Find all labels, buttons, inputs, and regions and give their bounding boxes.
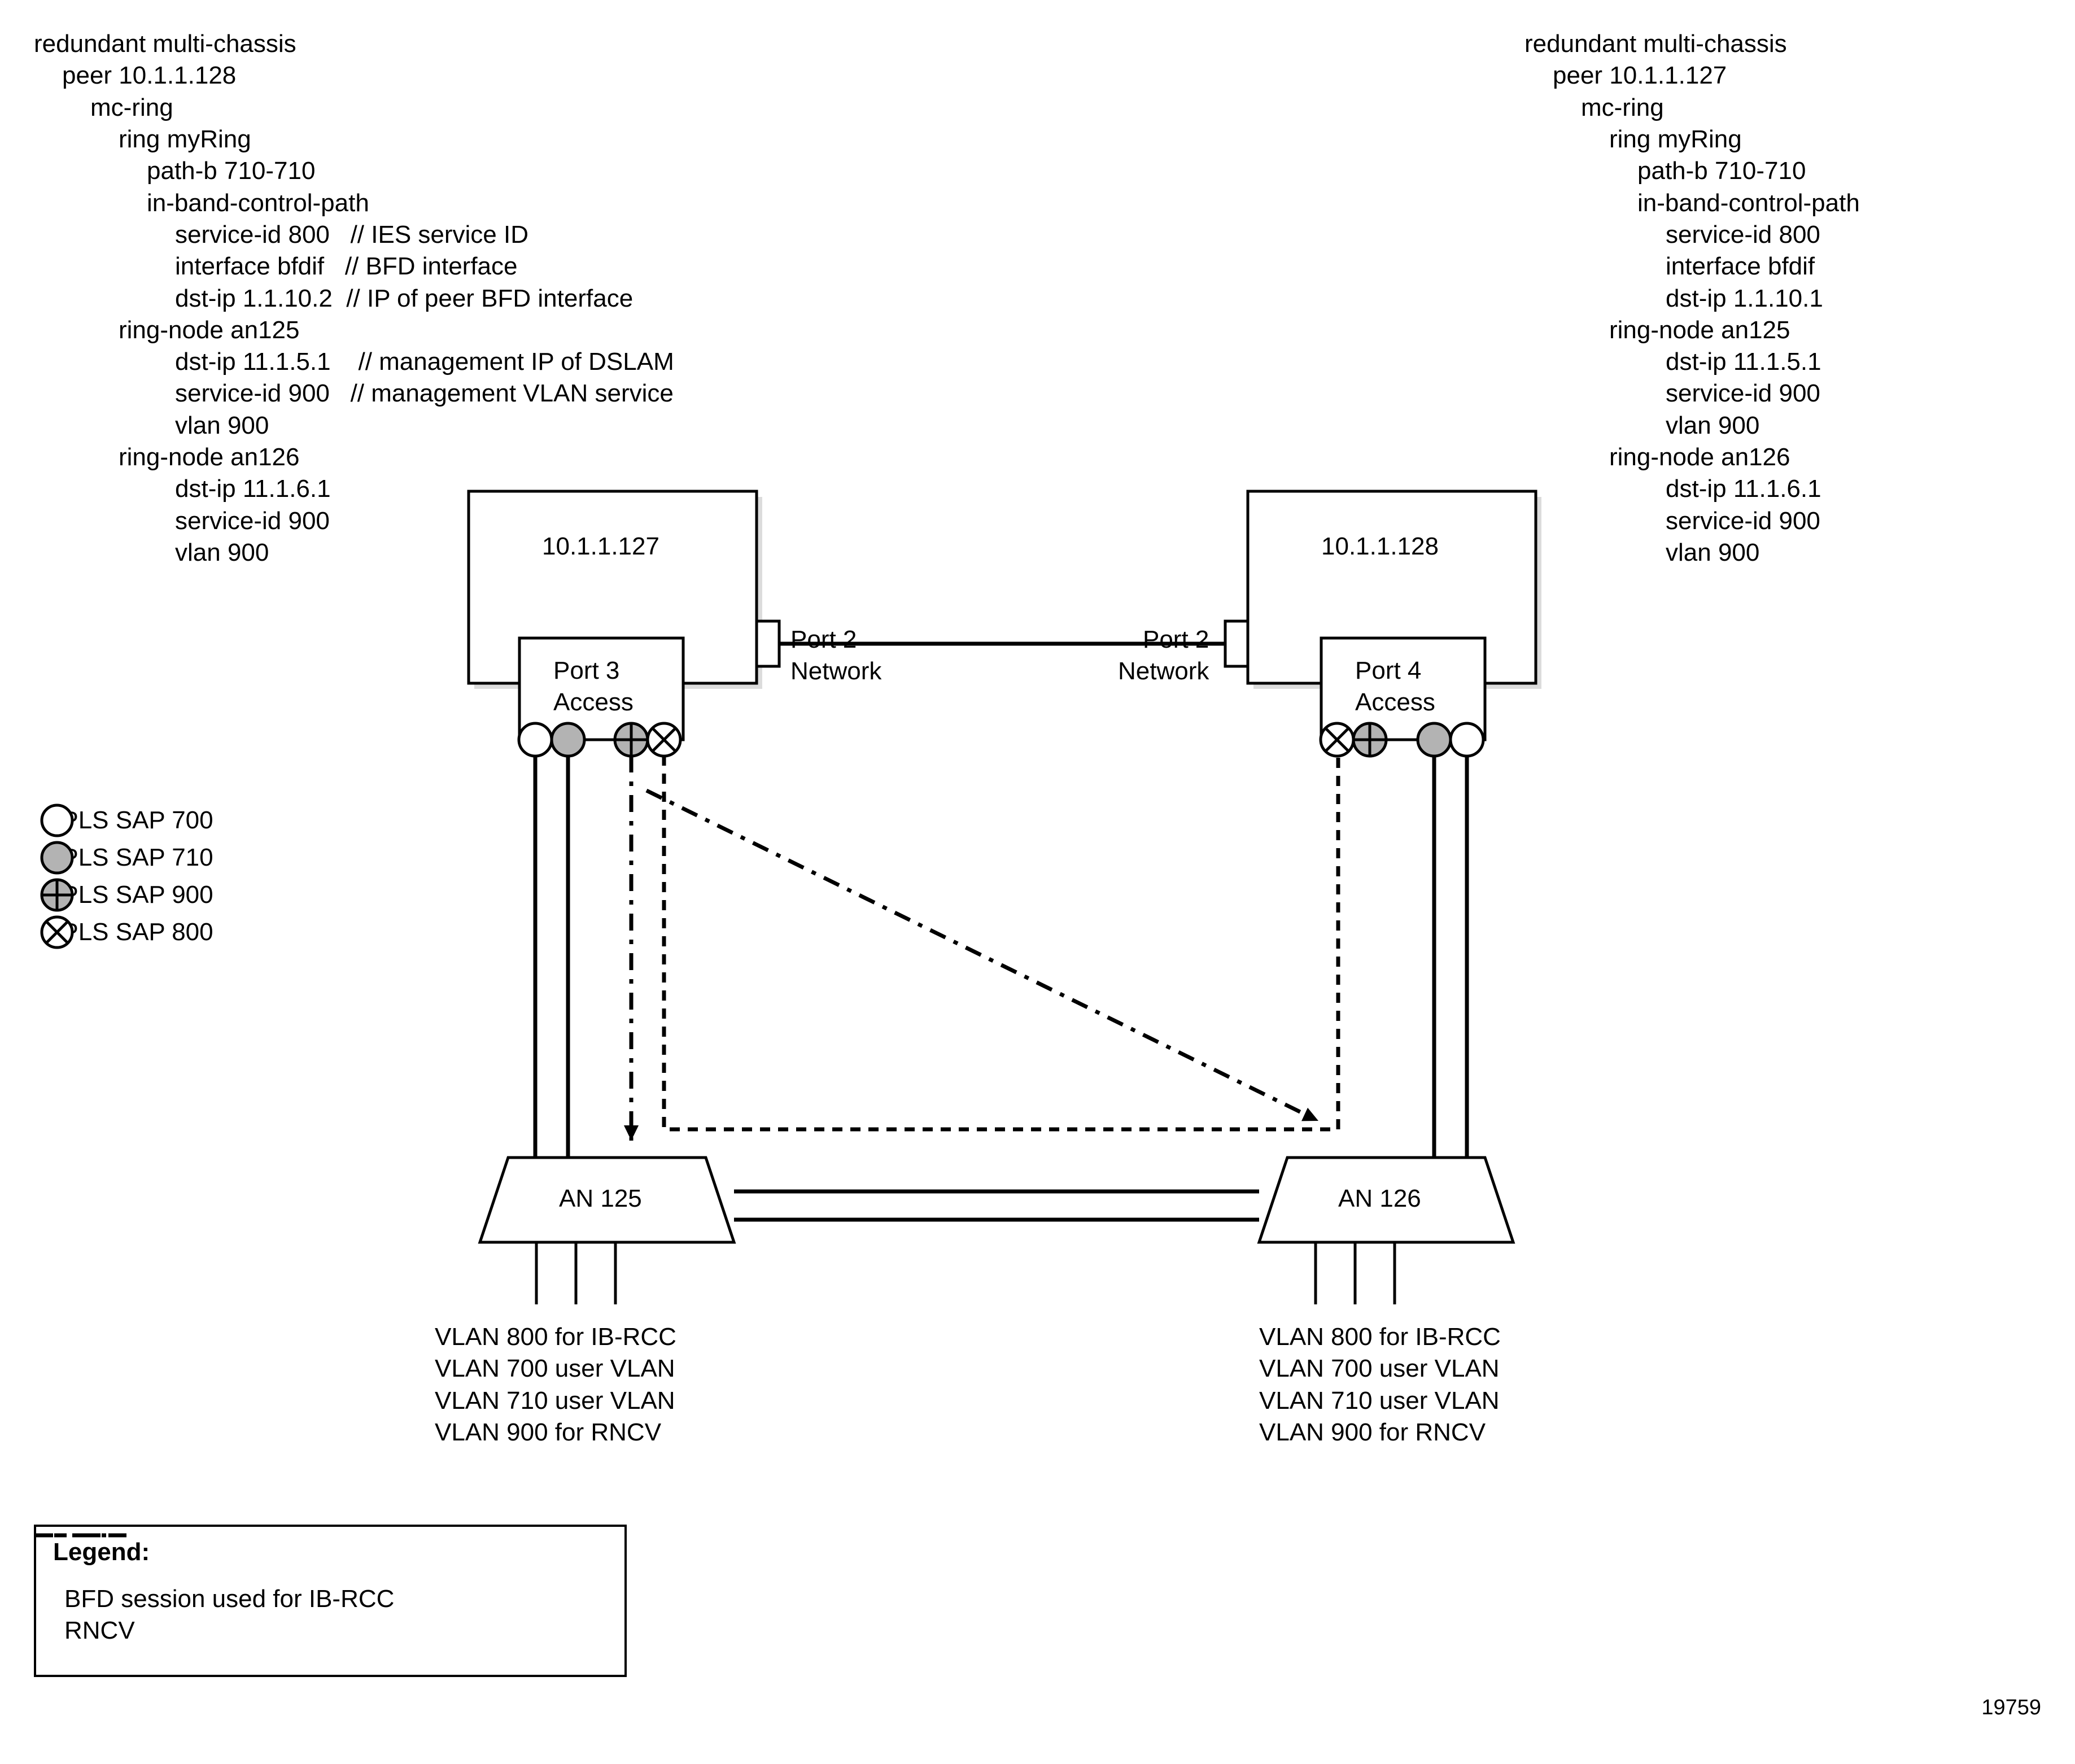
vlan-line: VLAN 900 for RNCV [435, 1417, 676, 1448]
config-line: service-id 800 [1524, 219, 1860, 251]
vlan-line: VLAN 710 user VLAN [435, 1385, 676, 1417]
router-left-ip: 10.1.1.127 [542, 531, 659, 562]
port-left-network-label: Port 2Network [790, 624, 881, 688]
legend-label: RNCV [64, 1617, 135, 1645]
legend-title: Legend: [53, 1538, 608, 1566]
sap-legend-row: VPLS SAP 900 [40, 876, 213, 914]
figure-id: 19759 [1981, 1694, 2041, 1722]
config-line: vlan 900 [1524, 410, 1860, 442]
legend-row: BFD session used for IB-RCC [53, 1583, 608, 1615]
vlan-line: VLAN 710 user VLAN [1259, 1385, 1501, 1417]
port-label-line: Access [553, 687, 634, 718]
port-label-line: Port 3 [553, 655, 634, 687]
sap-legend-row: VPLS SAP 710 [40, 839, 213, 876]
legend-row: RNCV [53, 1615, 608, 1647]
an126-label: AN 126 [1338, 1183, 1421, 1215]
config-line: service-id 900 [1524, 505, 1860, 537]
port-net-line: Port 2 [1118, 624, 1209, 656]
config-line: dst-ip 11.1.5.1 // management IP of DSLA… [34, 346, 674, 378]
config-line: dst-ip 11.1.6.1 [34, 473, 674, 505]
config-line: ring-node an126 [34, 442, 674, 473]
config-line: service-id 900 // management VLAN servic… [34, 378, 674, 409]
config-line: peer 10.1.1.127 [1524, 60, 1860, 91]
diagram-canvas: redundant multi-chassispeer 10.1.1.128mc… [0, 0, 2075, 1764]
config-line: redundant multi-chassis [1524, 28, 1860, 60]
an125-label: AN 125 [559, 1183, 642, 1215]
router-right-ip: 10.1.1.128 [1321, 531, 1439, 562]
config-line: ring myRing [1524, 124, 1860, 155]
port-label-line: Port 4 [1355, 655, 1435, 687]
config-text-left: redundant multi-chassispeer 10.1.1.128mc… [34, 28, 674, 569]
config-line: in-band-control-path [34, 187, 674, 219]
vlan-line: VLAN 700 user VLAN [435, 1353, 676, 1385]
config-line: ring myRing [34, 124, 674, 155]
vlan-line: VLAN 800 for IB-RCC [1259, 1321, 1501, 1353]
legend-box: Legend: BFD session used for IB-RCC RNCV [34, 1525, 627, 1677]
vlan-line: VLAN 700 user VLAN [1259, 1353, 1501, 1385]
config-line: service-id 800 // IES service ID [34, 219, 674, 251]
port-net-line: Network [790, 656, 881, 687]
vlan-list-left: VLAN 800 for IB-RCCVLAN 700 user VLANVLA… [435, 1321, 676, 1448]
vlan-list-right: VLAN 800 for IB-RCCVLAN 700 user VLANVLA… [1259, 1321, 1501, 1448]
config-line: vlan 900 [34, 410, 674, 442]
port-label-line: Access [1355, 687, 1435, 718]
config-line: mc-ring [1524, 92, 1860, 124]
port-right-network-label: Port 2Network [1118, 624, 1209, 688]
config-line: redundant multi-chassis [34, 28, 674, 60]
legend-label: BFD session used for IB-RCC [64, 1585, 394, 1613]
sap-legend-row: VPLS SAP 800 [40, 914, 213, 951]
port-right-access-label: Port 4Access [1355, 655, 1435, 719]
config-line: service-id 900 [1524, 378, 1860, 409]
port-net-line: Port 2 [790, 624, 881, 656]
config-line: peer 10.1.1.128 [34, 60, 674, 91]
config-line: in-band-control-path [1524, 187, 1860, 219]
config-line: dst-ip 1.1.10.1 [1524, 283, 1860, 315]
config-line: dst-ip 11.1.5.1 [1524, 346, 1860, 378]
config-line: ring-node an125 [34, 315, 674, 346]
config-line: interface bfdif // BFD interface [34, 251, 674, 282]
sap-legend-row: VPLS SAP 700 [40, 802, 213, 839]
port-left-access-label: Port 3Access [553, 655, 634, 719]
config-line: ring-node an126 [1524, 442, 1860, 473]
config-line: path-b 710-710 [1524, 155, 1860, 187]
config-line: dst-ip 11.1.6.1 [1524, 473, 1860, 505]
config-line: vlan 900 [1524, 537, 1860, 569]
vlan-line: VLAN 900 for RNCV [1259, 1417, 1501, 1448]
config-line: interface bfdif [1524, 251, 1860, 282]
sap-legend: VPLS SAP 700VPLS SAP 710VPLS SAP 900VPLS… [40, 802, 213, 951]
port-net-line: Network [1118, 656, 1209, 687]
config-line: path-b 710-710 [34, 155, 674, 187]
config-line: dst-ip 1.1.10.2 // IP of peer BFD interf… [34, 283, 674, 315]
config-line: ring-node an125 [1524, 315, 1860, 346]
config-line: mc-ring [34, 92, 674, 124]
vlan-line: VLAN 800 for IB-RCC [435, 1321, 676, 1353]
config-text-right: redundant multi-chassispeer 10.1.1.127mc… [1524, 28, 1860, 569]
